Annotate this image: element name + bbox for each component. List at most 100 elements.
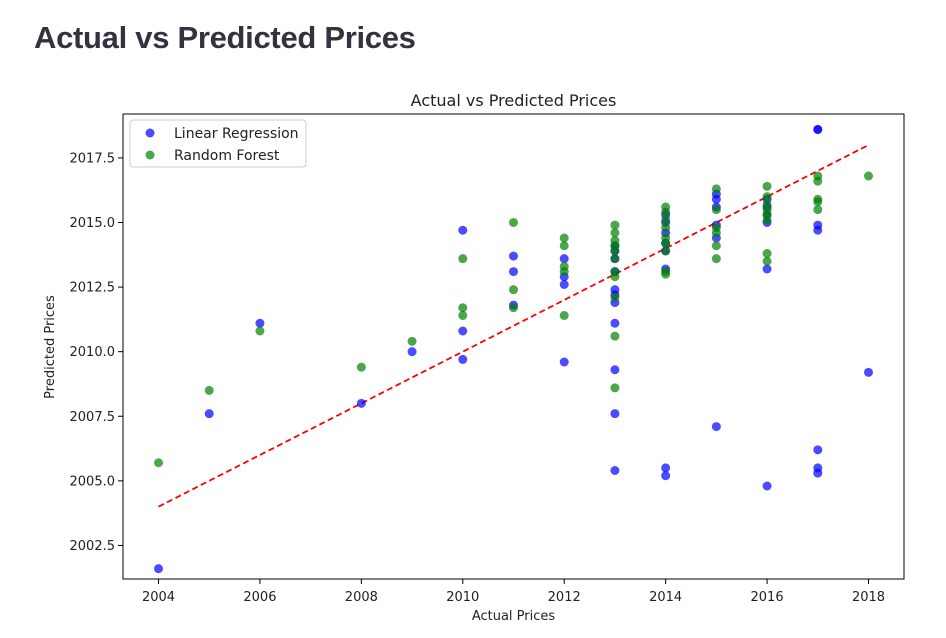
point-random-forest <box>762 249 772 258</box>
point-random-forest <box>661 269 671 279</box>
point-random-forest <box>762 192 772 202</box>
point-random-forest <box>255 326 265 336</box>
point-linear-regression <box>864 367 873 377</box>
point-random-forest <box>711 241 721 251</box>
point-linear-regression <box>559 254 569 264</box>
y-tick-label: 2010.0 <box>70 345 116 360</box>
point-random-forest <box>610 220 620 230</box>
point-linear-regression <box>813 125 823 134</box>
y-tick-label: 2005.0 <box>70 474 116 489</box>
point-random-forest <box>407 336 417 346</box>
y-axis-label: Predicted Prices <box>43 295 58 399</box>
point-random-forest <box>610 292 620 302</box>
point-linear-regression <box>661 471 671 481</box>
point-linear-regression <box>356 398 366 408</box>
point-random-forest <box>711 184 721 194</box>
point-random-forest <box>813 197 823 207</box>
point-linear-regression <box>610 365 620 375</box>
y-tick-label: 2015.0 <box>70 216 116 231</box>
points-group <box>154 125 873 574</box>
point-random-forest <box>661 246 671 256</box>
point-random-forest <box>711 205 721 215</box>
x-tick-label: 2018 <box>852 590 885 605</box>
point-linear-regression <box>509 251 518 261</box>
point-linear-regression <box>813 445 823 455</box>
x-tick-label: 2004 <box>142 590 175 605</box>
legend-label-random-forest: Random Forest <box>174 148 280 164</box>
point-random-forest <box>711 254 721 264</box>
reference-line <box>158 144 869 508</box>
point-linear-regression <box>711 194 721 204</box>
point-linear-regression <box>610 466 620 475</box>
x-tick-label: 2010 <box>446 590 479 605</box>
point-random-forest <box>762 256 772 266</box>
point-random-forest <box>762 215 772 225</box>
y-tick-label: 2002.5 <box>70 539 116 554</box>
point-linear-regression <box>813 468 823 478</box>
point-linear-regression <box>458 225 468 235</box>
point-random-forest <box>559 241 569 251</box>
point-random-forest <box>559 267 569 277</box>
legend-label-linear-regression: Linear Regression <box>174 126 299 142</box>
point-linear-regression <box>711 422 721 432</box>
point-linear-regression <box>762 264 772 274</box>
point-random-forest <box>204 385 214 395</box>
x-tick-label: 2016 <box>751 590 784 605</box>
x-axis-label: Actual Prices <box>472 609 556 624</box>
point-random-forest <box>458 311 468 320</box>
point-random-forest <box>509 285 518 295</box>
point-random-forest <box>610 254 620 264</box>
point-random-forest <box>458 303 468 313</box>
legend-marker-random-forest <box>145 150 155 160</box>
point-linear-regression <box>154 564 163 574</box>
point-random-forest <box>610 383 620 393</box>
point-random-forest <box>356 362 366 372</box>
y-tick-label: 2012.5 <box>70 281 116 296</box>
point-random-forest <box>559 233 569 243</box>
point-random-forest <box>661 223 671 233</box>
reference-line-group <box>158 144 869 508</box>
point-linear-regression <box>204 409 214 419</box>
legend: Linear Regression Random Forest <box>129 119 307 168</box>
point-random-forest <box>813 205 823 215</box>
point-random-forest <box>610 272 620 282</box>
point-linear-regression <box>610 409 620 419</box>
point-random-forest <box>610 331 620 341</box>
x-tick-label: 2008 <box>345 590 378 605</box>
y-tick-label: 2017.5 <box>70 151 116 166</box>
point-random-forest <box>458 254 468 264</box>
point-linear-regression <box>661 463 671 473</box>
point-linear-regression <box>458 354 468 364</box>
y-tick-label: 2007.5 <box>70 410 116 425</box>
point-random-forest <box>154 458 163 468</box>
point-random-forest <box>661 215 671 225</box>
x-tick-label: 2006 <box>243 590 276 605</box>
point-random-forest <box>762 181 772 191</box>
point-random-forest <box>661 238 671 248</box>
point-random-forest <box>711 228 721 238</box>
x-tick-label: 2014 <box>649 590 682 605</box>
point-random-forest <box>813 176 823 186</box>
point-random-forest <box>610 228 620 238</box>
point-linear-regression <box>407 347 417 357</box>
legend-marker-linear-regression <box>145 128 155 138</box>
point-linear-regression <box>610 318 620 328</box>
y-axis-ticks: 2002.5 2005.0 2007.5 2010.0 2012.5 2015.0 2017… <box>70 151 123 554</box>
point-linear-regression <box>509 267 518 277</box>
legend-box <box>129 119 307 168</box>
point-linear-regression <box>458 326 468 336</box>
point-linear-regression <box>559 357 569 367</box>
point-linear-regression <box>762 481 772 491</box>
point-random-forest <box>864 171 873 181</box>
point-linear-regression <box>559 280 569 289</box>
point-random-forest <box>559 311 569 320</box>
plot-frame <box>122 113 905 580</box>
point-random-forest <box>509 218 518 227</box>
chart-title: Actual vs Predicted Prices <box>411 91 617 110</box>
point-linear-regression <box>813 225 823 235</box>
point-random-forest <box>661 207 671 217</box>
point-random-forest <box>509 303 518 313</box>
page-heading: Actual vs Predicted Prices <box>34 20 416 55</box>
point-linear-regression <box>255 318 265 328</box>
